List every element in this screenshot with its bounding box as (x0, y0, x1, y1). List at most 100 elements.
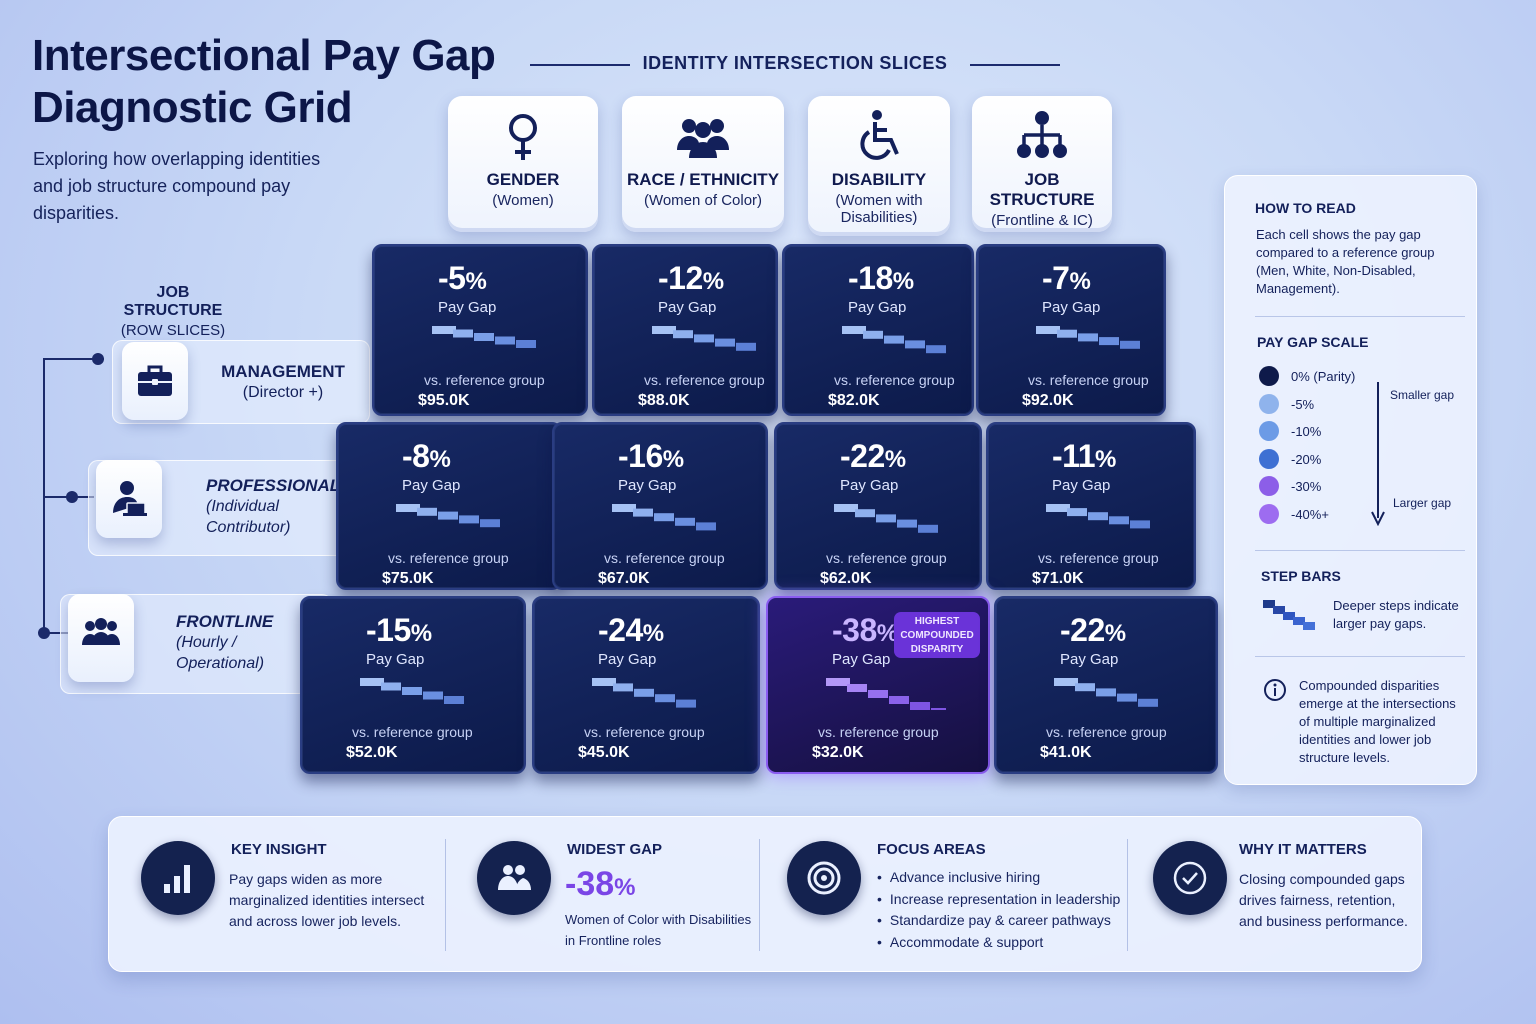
cell-pay-gap-label: Pay Gap (848, 299, 907, 316)
focus-icon-circle (787, 841, 861, 915)
step-bar (715, 338, 735, 347)
briefcase-icon (138, 365, 172, 396)
cell-gap-number: -12 (658, 260, 703, 296)
grid-cell: -12% Pay Gap vs. reference group $88.0K (592, 244, 778, 416)
step-bar (612, 504, 636, 512)
step-bar (1057, 329, 1077, 338)
team-icon (82, 618, 120, 645)
cell-step-bars (396, 504, 500, 528)
step-bar (654, 513, 674, 522)
step-bar (1130, 520, 1150, 529)
cell-amount: $41.0K (1040, 744, 1092, 761)
cell-pay-gap-label: Pay Gap (402, 477, 461, 494)
cell-gap-value: -11% (1052, 438, 1116, 475)
row-header-title: JOB STRUCTURE (123, 284, 223, 319)
cell-gap-unit: % (892, 268, 914, 295)
grid-cell: -7% Pay Gap vs. reference group $92.0K (976, 244, 1166, 416)
widest-gap-unit: % (614, 874, 636, 901)
column-sub: (Women) (492, 192, 554, 209)
row-sub: (Director +) (242, 384, 324, 401)
cell-gap-unit: % (662, 446, 684, 473)
scale-label: -30% (1291, 479, 1322, 494)
grid-cell: -18% Pay Gap vs. reference group $82.0K (782, 244, 974, 416)
cell-gap-unit: % (884, 446, 906, 473)
cell-gap-value: -16% (618, 438, 684, 475)
cell-gap-value: -8% (402, 438, 451, 475)
step-bars-icon (1263, 600, 1315, 630)
row-icon-card (122, 342, 188, 420)
step-bar (1109, 516, 1129, 525)
grid-cell: -22% Pay Gap vs. reference group $62.0K (774, 422, 982, 590)
scale-dot (1259, 503, 1279, 524)
step-bars-text: Deeper steps indicate larger pay gaps. (1333, 598, 1459, 631)
cell-vs-label: vs. reference group (604, 550, 725, 566)
step-bar (417, 507, 437, 516)
step-bar (675, 517, 695, 526)
step-bar (834, 504, 858, 512)
step-bar (826, 678, 850, 686)
step-bar (931, 708, 946, 710)
step-bar (423, 691, 443, 700)
cell-gap-unit: % (876, 620, 898, 647)
row-tree-branch (44, 496, 94, 498)
step-bar (694, 334, 714, 343)
cell-vs-label: vs. reference group (424, 372, 545, 388)
page-subtitle: Exploring how overlapping identities and… (33, 149, 321, 223)
step-bar (1036, 326, 1060, 334)
divider (1255, 656, 1465, 657)
cell-pay-gap-label: Pay Gap (1060, 651, 1119, 668)
cell-gap-value: -24% (598, 612, 664, 649)
cell-gap-value: -7% (1042, 260, 1091, 297)
cell-vs-label: vs. reference group (1028, 372, 1149, 388)
step-bar (474, 333, 494, 341)
step-bar (1138, 698, 1158, 707)
grid-cell: -5% Pay Gap vs. reference group $95.0K (372, 244, 588, 416)
column-name: GENDER (486, 170, 560, 189)
key-insight-title: KEY INSIGHT (231, 841, 327, 858)
cell-gap-value: -38% (832, 612, 898, 649)
cell-gap-value: -15% (366, 612, 432, 649)
cell-gap-unit: % (429, 446, 451, 473)
cell-amount: $82.0K (828, 392, 880, 409)
focus-item: Increase representation in leadership (877, 889, 1120, 911)
cell-gap-unit: % (1094, 446, 1116, 473)
cell-step-bars (826, 678, 946, 710)
cell-vs-label: vs. reference group (584, 724, 705, 740)
grid-cell: -11% Pay Gap vs. reference group $71.0K (986, 422, 1196, 590)
cell-amount: $95.0K (418, 392, 470, 409)
row-name: MANAGEMENT (221, 362, 345, 381)
step-bar (495, 336, 515, 345)
cell-step-bars (1036, 326, 1140, 349)
people-icon (498, 865, 531, 890)
why-text: Closing compounded gaps drives fairness,… (1239, 871, 1408, 929)
cell-pay-gap-label: Pay Gap (438, 299, 497, 316)
info-icon (1264, 679, 1286, 701)
step-bar (889, 696, 909, 704)
column-name: JOB STRUCTURE (989, 170, 1095, 209)
step-bar (634, 688, 654, 697)
step-bar (897, 519, 917, 528)
cell-step-bars (360, 678, 464, 704)
row-icon-card (96, 460, 162, 538)
step-bar (1046, 504, 1070, 512)
step-bar (592, 678, 616, 686)
step-bar (438, 511, 458, 520)
scale-label: -20% (1291, 451, 1322, 467)
step-bar (1120, 340, 1140, 349)
column-job-structure: JOB STRUCTURE (Frontline & IC) (972, 96, 1112, 232)
cell-step-bars (432, 326, 536, 348)
focus-item: Accommodate & support (877, 932, 1120, 954)
cell-vs-label: vs. reference group (352, 724, 473, 740)
step-bar (432, 326, 456, 334)
row-sub: (Hourly / Operational) (176, 634, 265, 672)
step-bar (402, 687, 422, 695)
focus-areas-title: FOCUS AREAS (877, 841, 986, 858)
cell-vs-label: vs. reference group (644, 372, 765, 388)
cell-gap-unit: % (702, 268, 724, 295)
scale-dot (1259, 393, 1279, 414)
column-race: RACE / ETHNICITY (Women of Color) (622, 96, 784, 232)
cell-vs-label: vs. reference group (1046, 724, 1167, 740)
widest-gap-value: -38% (565, 865, 635, 904)
cell-gap-value: -12% (658, 260, 724, 297)
cell-gap-unit: % (410, 620, 432, 647)
